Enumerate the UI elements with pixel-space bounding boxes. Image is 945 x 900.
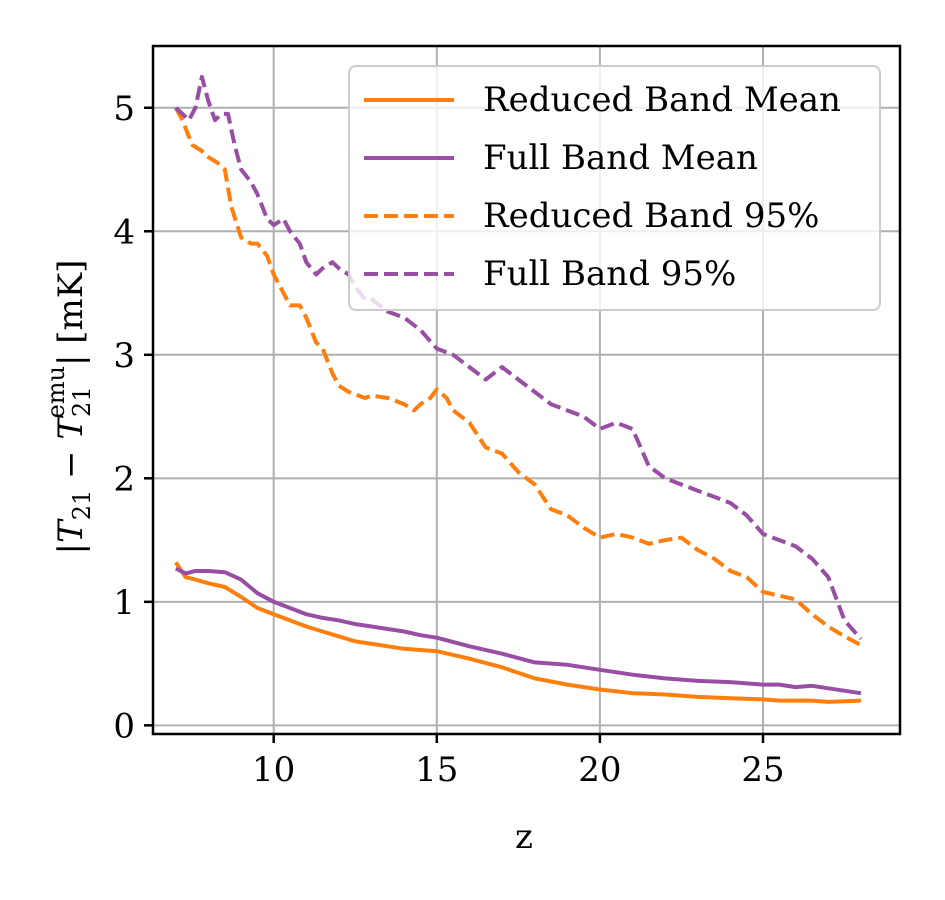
series-layer [174,74,863,704]
y-tick-label: 2 [113,459,135,499]
legend-entry: Reduced Band 95% [364,196,819,236]
legend: Reduced Band Mean Full Band Mean Reduced B… [348,65,881,311]
x-tick-label: 20 [578,750,621,790]
series-line-reduced-band-95-pct [174,106,862,647]
legend-label: Full Band 95% [483,254,736,294]
legend-label: Reduced Band 95% [483,196,819,236]
y-axis-label: |T21 − T21emu| [mK] [42,260,96,555]
y-tick-label: 4 [113,212,135,252]
x-tick-label: 25 [741,750,784,790]
x-tick-label: 10 [252,750,295,790]
series-line-reduced-band-mean [174,561,861,704]
axis-tick-labels: 10 15 20 25 0 1 2 3 4 5 [113,89,784,790]
axis-ticks [144,106,765,743]
legend-entry: Full Band Mean [364,138,758,178]
y-tick-label: 0 [113,706,135,746]
series-line-full-band-95-pct [174,74,863,641]
legend-entry: Full Band 95% [364,254,736,294]
series-line-full-band-mean [174,566,862,696]
y-tick-label: 1 [113,583,135,623]
x-tick-label: 15 [415,750,458,790]
plot-frame [151,44,902,736]
legend-label: Reduced Band Mean [483,80,841,120]
legend-label: Full Band Mean [483,138,758,178]
legend-box [348,65,881,311]
legend-entry: Reduced Band Mean [364,80,841,120]
y-tick-label: 5 [113,89,135,129]
x-axis-label: z [515,817,533,857]
y-tick-label: 3 [113,336,135,376]
